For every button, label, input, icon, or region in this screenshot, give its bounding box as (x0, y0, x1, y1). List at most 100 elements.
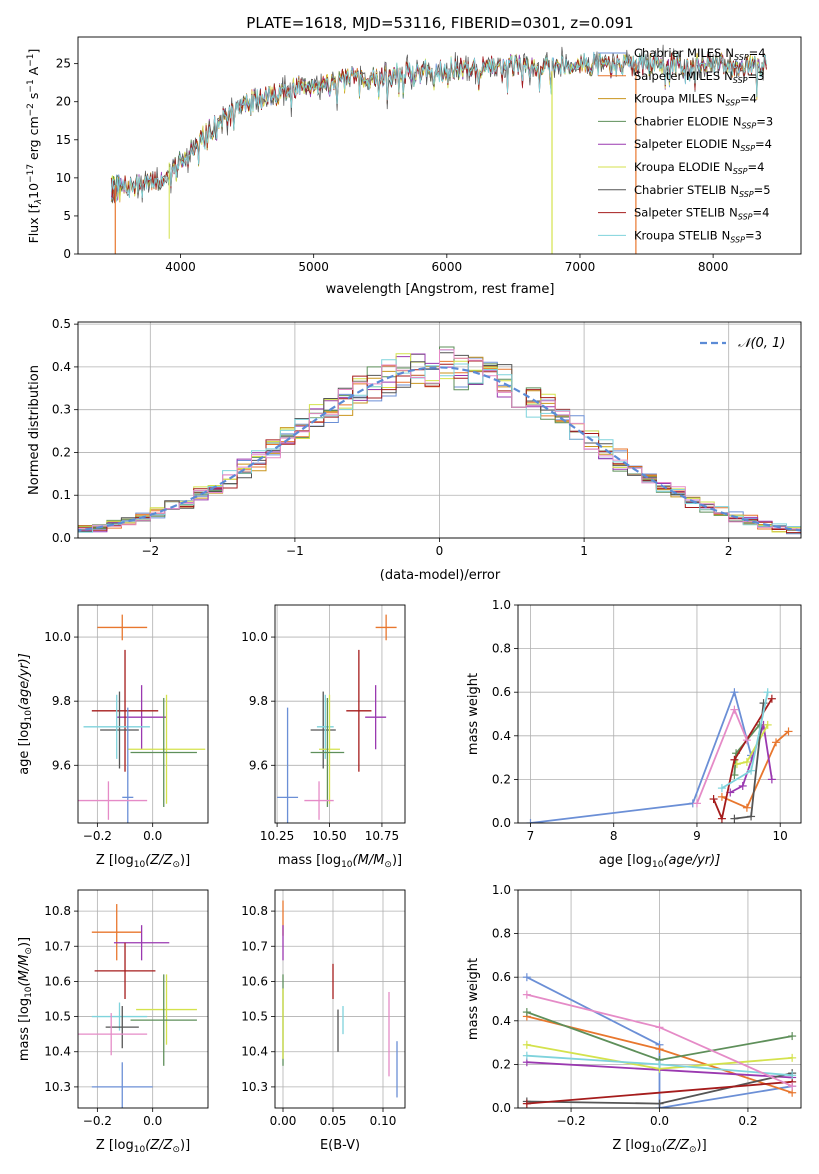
mass-weight-line (721, 730, 790, 809)
label-part: Z [log (96, 1138, 134, 1153)
y-tick-label: 1.0 (492, 598, 511, 612)
histogram-bars (78, 346, 801, 536)
legend-entry: Chabrier MILES NSSP=4 (634, 46, 766, 62)
label-part: (M/M (353, 853, 385, 868)
y-tick-label: 0 (63, 247, 71, 261)
age_vs_mass-axes: 10.25 10.50 10.75 9.6 9.8 10.0 (241, 605, 405, 843)
label-part: ] (26, 49, 41, 54)
y-tick-label: 10 (56, 171, 71, 185)
spectrum-axes: 4000 5000 6000 7000 8000 0 5 10 15 20 25 (56, 57, 729, 274)
x-tick-label: −1 (286, 544, 304, 558)
y-tick-label: 10.8 (241, 904, 268, 918)
label-part: )] (180, 1138, 190, 1153)
label-part: = (747, 69, 757, 83)
y-tick-label: 0.2 (52, 445, 71, 459)
legend-entry: Kroupa ELODIE NSSP=4 (634, 160, 764, 176)
y-tick-label: 0.0 (492, 816, 511, 830)
age_vs_mass-errorbars (277, 614, 397, 823)
x-axis-label: Z [log10(Z/Z⊙)] (96, 1138, 190, 1155)
y-tick-label: 0.0 (52, 531, 71, 545)
label-part: )] (392, 853, 402, 868)
plot-frame (517, 889, 802, 1109)
x-tick-label: 0.10 (370, 1114, 397, 1128)
mass_vs_ebv-errorbars (282, 900, 398, 1098)
y-tick-label: 0.2 (492, 1057, 511, 1071)
label-part: mass [log (17, 998, 32, 1061)
label-part: 10 (134, 1145, 146, 1155)
label-part: (M/M (17, 955, 32, 987)
label-part: 4 (762, 206, 769, 220)
y-tick-label: 10.7 (44, 939, 71, 953)
x-tick-label: 0 (436, 544, 444, 558)
y-tick-label: 0.4 (492, 729, 511, 743)
y-tick-label: 9.6 (249, 758, 268, 772)
y-tick-label: 10.5 (241, 1010, 268, 1024)
x-tick-label: 0.0 (143, 829, 162, 843)
mass-weight-line (530, 689, 752, 823)
label-part: SSP (738, 213, 753, 222)
label-part: SSP (739, 190, 754, 199)
mw_vs_Z-lines (522, 973, 797, 1108)
y-tick-label: 10.0 (241, 630, 268, 644)
y-tick-label: 10.4 (44, 1045, 71, 1059)
legend-entry: Chabrier ELODIE NSSP=3 (634, 114, 773, 130)
label-part: λ (34, 199, 44, 205)
plot-frame (77, 604, 209, 824)
label-part: −1 (26, 54, 36, 67)
y-axis-label: mass weight (466, 673, 481, 755)
label-part: −2 (26, 103, 36, 116)
label-part: N (724, 160, 733, 174)
mw_vs_age-lines (526, 688, 793, 823)
x-tick-label: 10.50 (312, 829, 346, 843)
label-part: N (729, 206, 738, 220)
label-part: N (733, 114, 742, 128)
label-part: )] (697, 1138, 707, 1153)
label-part: Kroupa ELODIE (634, 160, 720, 174)
y-tick-label: 0.8 (492, 642, 511, 656)
x-tick-label: 10 (773, 829, 788, 843)
label-part: ⊙ (172, 1145, 180, 1155)
label-part: SSP (734, 53, 749, 62)
label-part: SSP (730, 235, 745, 244)
mw_vs_age-axes: 7 8 9 10 0.0 0.2 0.4 0.6 0.8 1.0 (492, 598, 801, 843)
plot-frame (77, 321, 802, 539)
y-tick-label: 0.0 (492, 1101, 511, 1115)
spectrum-series-line (110, 44, 767, 203)
plot-frame (77, 889, 209, 1109)
y-tick-label: 10.0 (44, 630, 71, 644)
histogram-axes: −2 −1 0 1 2 0.0 0.1 0.2 0.3 0.4 0.5 (52, 317, 801, 558)
mw_vs_Z-axes: −0.2 0.0 0.2 0.0 0.2 0.4 0.6 0.8 1.0 (492, 883, 801, 1128)
label-part: SSP (740, 144, 755, 153)
x-tick-label: 10.75 (365, 829, 399, 843)
label-part: 10 (652, 860, 664, 870)
age_vs_Z-axes: −0.2 0.0 9.6 9.8 10.0 (44, 605, 208, 843)
label-part: 4 (750, 92, 757, 106)
y-tick-label: 0.4 (52, 360, 71, 374)
y-tick-label: 10.7 (241, 939, 268, 953)
label-part: 5 (763, 183, 770, 197)
label-part: )] (180, 853, 190, 868)
chart-title: PLATE=1618, MJD=53116, FIBERID=0301, z=0… (246, 14, 633, 32)
y-tick-label: 9.8 (249, 694, 268, 708)
label-part: N (732, 137, 741, 151)
y-tick-label: 10.3 (44, 1080, 71, 1094)
label-part: 10 (650, 1145, 662, 1155)
label-part: Salpeter ELODIE (634, 137, 728, 151)
mass-weight-line (526, 1080, 793, 1105)
label-part: Kroupa STELIB (634, 228, 718, 242)
label-part: ⊙ (689, 1145, 697, 1155)
y-tick-label: 15 (56, 133, 71, 147)
label-part: A (26, 66, 41, 79)
label-part: ⊙ (24, 947, 34, 955)
y-tick-label: 1.0 (492, 883, 511, 897)
mass_vs_ebv-axes: 0.00 0.05 0.10 10.3 10.4 10.5 10.6 10.7 10.8 (241, 890, 405, 1128)
y-tick-label: 10.8 (44, 904, 71, 918)
y-tick-label: 25 (56, 57, 71, 71)
label-part: Z [log (96, 853, 134, 868)
label-part: −1 (26, 79, 36, 92)
mass-weight-line (729, 724, 773, 794)
legend-entry: Kroupa STELIB NSSP=3 (634, 228, 762, 244)
mass_vs_Z-errorbars (78, 904, 197, 1108)
